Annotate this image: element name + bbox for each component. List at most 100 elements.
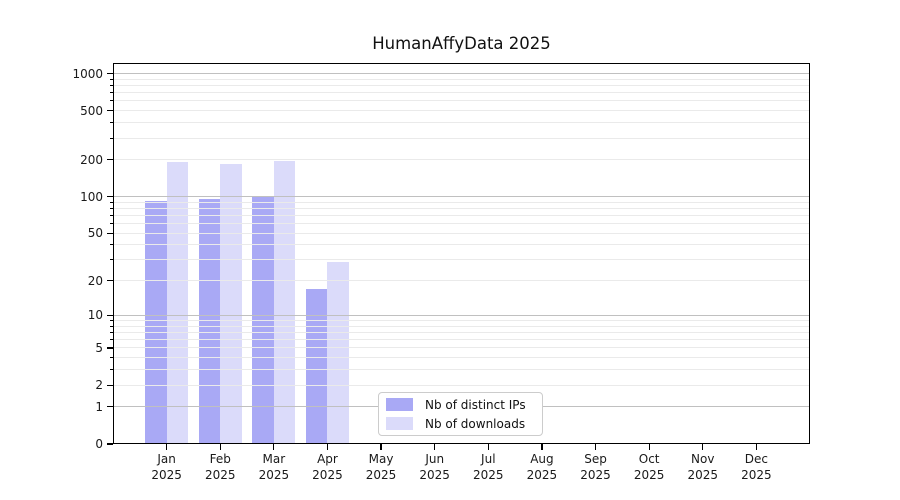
gridline-minor bbox=[113, 85, 810, 87]
gridline-minor bbox=[113, 214, 810, 216]
x-tick-label: Oct 2025 bbox=[633, 452, 665, 482]
y-minor-tick-mark bbox=[109, 92, 113, 94]
plot-area bbox=[113, 63, 810, 444]
gridline-minor bbox=[113, 122, 810, 124]
x-tick-label: Aug 2025 bbox=[526, 452, 558, 482]
y-tick-mark bbox=[107, 280, 113, 282]
y-tick-label: 10 bbox=[87, 308, 103, 323]
gridline-minor bbox=[113, 280, 810, 282]
y-minor-tick-mark bbox=[109, 369, 113, 371]
x-tick-mark bbox=[273, 444, 275, 450]
gridline-minor bbox=[113, 207, 810, 209]
gridline-minor bbox=[113, 339, 810, 341]
bar-downloads-feb bbox=[220, 164, 242, 444]
gridline-major bbox=[113, 196, 810, 198]
y-minor-tick-mark bbox=[109, 223, 113, 225]
legend-swatch-downloads bbox=[386, 417, 413, 430]
chart-title: HumanAffyData 2025 bbox=[372, 34, 551, 53]
y-tick-label: 500 bbox=[80, 103, 103, 118]
legend-swatch-distinct-ips bbox=[386, 398, 413, 411]
x-tick-mark bbox=[219, 444, 221, 450]
y-tick-mark bbox=[107, 110, 113, 112]
y-tick-mark bbox=[107, 196, 113, 198]
x-tick-mark bbox=[541, 444, 543, 450]
y-minor-tick-mark bbox=[109, 85, 113, 87]
gridline-minor bbox=[113, 92, 810, 94]
legend-item-distinct-ips: Nb of distinct IPs bbox=[386, 397, 538, 412]
y-tick-label: 0 bbox=[95, 437, 103, 451]
bar-downloads-mar bbox=[273, 161, 296, 444]
bar-downloads-jan bbox=[166, 162, 188, 444]
gridline-minor bbox=[113, 320, 810, 322]
bar-distinct-ips-feb bbox=[198, 199, 221, 444]
gridline-minor bbox=[113, 78, 810, 80]
x-tick-mark bbox=[166, 444, 168, 450]
y-minor-tick-mark bbox=[109, 259, 113, 261]
gridline-minor bbox=[113, 201, 810, 203]
gridline-minor bbox=[113, 347, 810, 349]
x-tick-label: Feb 2025 bbox=[204, 452, 236, 482]
y-tick-mark bbox=[107, 314, 113, 317]
gridline-minor bbox=[113, 332, 810, 334]
gridline-minor bbox=[113, 259, 810, 261]
y-minor-tick-mark bbox=[109, 357, 113, 359]
y-minor-tick-mark bbox=[109, 122, 113, 124]
gridline-minor bbox=[113, 223, 810, 225]
x-tick-mark bbox=[648, 444, 650, 450]
y-minor-tick-mark bbox=[109, 320, 113, 322]
x-tick-mark bbox=[434, 444, 436, 450]
legend-label-distinct-ips: Nb of distinct IPs bbox=[425, 397, 526, 412]
legend-item-downloads: Nb of downloads bbox=[386, 416, 538, 431]
x-tick-mark bbox=[594, 444, 597, 450]
y-minor-tick-mark bbox=[109, 78, 113, 80]
x-tick-mark bbox=[487, 444, 489, 450]
gridline-minor bbox=[113, 357, 810, 359]
y-minor-tick-mark bbox=[109, 137, 113, 139]
x-tick-label: Jun 2025 bbox=[419, 452, 450, 482]
x-tick-mark bbox=[380, 444, 382, 450]
bar-distinct-ips-jan bbox=[145, 201, 167, 444]
gridline-minor bbox=[113, 244, 810, 246]
gridline-minor bbox=[113, 137, 810, 139]
gridline-minor bbox=[113, 110, 810, 112]
gridline-minor bbox=[113, 384, 810, 386]
y-tick-mark bbox=[107, 443, 113, 445]
x-tick-label: Sep 2025 bbox=[580, 452, 611, 482]
x-tick-label: Dec 2025 bbox=[741, 452, 772, 482]
y-tick-label: 1000 bbox=[72, 66, 103, 81]
bar-distinct-ips-apr bbox=[306, 289, 328, 444]
y-tick-mark bbox=[107, 232, 113, 234]
x-tick-mark bbox=[326, 444, 329, 450]
y-minor-tick-mark bbox=[109, 332, 113, 334]
gridline-major bbox=[113, 73, 810, 75]
y-minor-tick-mark bbox=[109, 339, 113, 341]
y-minor-tick-mark bbox=[109, 100, 113, 102]
y-tick-mark bbox=[107, 159, 113, 161]
y-tick-label: 20 bbox=[87, 273, 103, 288]
y-tick-label: 2 bbox=[95, 378, 103, 393]
gridline-minor bbox=[113, 159, 810, 161]
y-tick-label: 1 bbox=[95, 399, 103, 414]
x-tick-mark bbox=[755, 444, 757, 450]
x-tick-label: Nov 2025 bbox=[687, 452, 719, 482]
y-tick-mark bbox=[107, 406, 113, 408]
y-tick-mark bbox=[107, 384, 113, 386]
y-minor-tick-mark bbox=[109, 244, 113, 246]
y-tick-mark bbox=[107, 347, 113, 349]
gridline-minor bbox=[113, 325, 810, 327]
y-tick-label: 50 bbox=[87, 226, 103, 241]
x-tick-mark bbox=[702, 444, 704, 450]
gridline-major bbox=[113, 314, 810, 316]
y-minor-tick-mark bbox=[109, 207, 113, 209]
y-minor-tick-mark bbox=[109, 214, 113, 216]
y-tick-label: 5 bbox=[95, 340, 103, 355]
x-tick-label: Apr 2025 bbox=[312, 452, 343, 482]
y-minor-tick-mark bbox=[109, 201, 113, 203]
bar-downloads-apr bbox=[327, 261, 349, 444]
y-tick-label: 100 bbox=[80, 189, 103, 204]
gridline-minor bbox=[113, 369, 810, 371]
legend-label-downloads: Nb of downloads bbox=[425, 416, 526, 431]
x-tick-label: Mar 2025 bbox=[258, 452, 290, 482]
x-tick-label: May 2025 bbox=[365, 452, 397, 482]
